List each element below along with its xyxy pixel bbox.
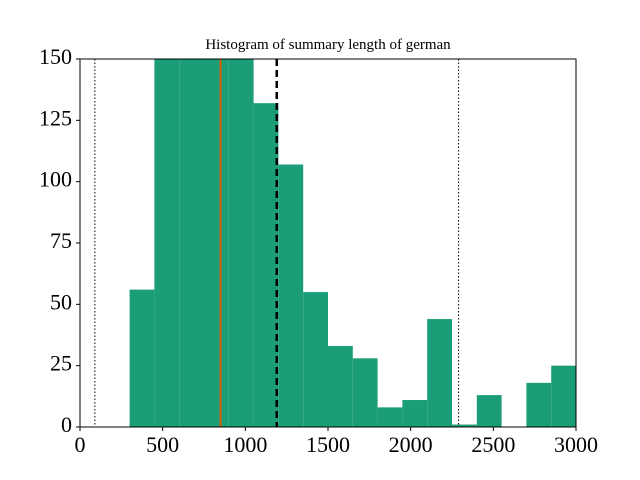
bar [154, 59, 180, 427]
x-tick-label: 500 [146, 432, 179, 457]
bar [352, 358, 378, 427]
bar [377, 407, 403, 427]
bar [129, 289, 155, 427]
bar [476, 395, 502, 427]
bar [427, 319, 452, 427]
bar [303, 292, 328, 427]
bar [452, 424, 477, 427]
x-tick-label: 2000 [389, 432, 433, 457]
y-tick-label: 0 [61, 412, 72, 437]
y-tick-label: 75 [50, 228, 72, 253]
y-tick-label: 150 [39, 44, 72, 69]
x-tick-label: 1500 [306, 432, 350, 457]
x-tick-label: 0 [75, 432, 86, 457]
bar [551, 365, 576, 427]
y-tick-label: 125 [39, 105, 72, 130]
x-tick-label: 3000 [554, 432, 598, 457]
bar [402, 400, 428, 427]
bar [278, 164, 304, 427]
bar [228, 59, 254, 427]
bar [179, 59, 204, 427]
y-tick-label: 50 [50, 289, 72, 314]
x-tick-label: 2500 [471, 432, 515, 457]
y-tick-label: 100 [39, 167, 72, 192]
bar [253, 103, 279, 427]
bar [204, 59, 229, 427]
bar [526, 382, 552, 427]
x-tick-label: 1000 [223, 432, 267, 457]
plot-area [94, 59, 576, 427]
chart-title: Histogram of summary length of german [205, 37, 451, 53]
bar [328, 346, 353, 427]
y-tick-label: 25 [50, 351, 72, 376]
